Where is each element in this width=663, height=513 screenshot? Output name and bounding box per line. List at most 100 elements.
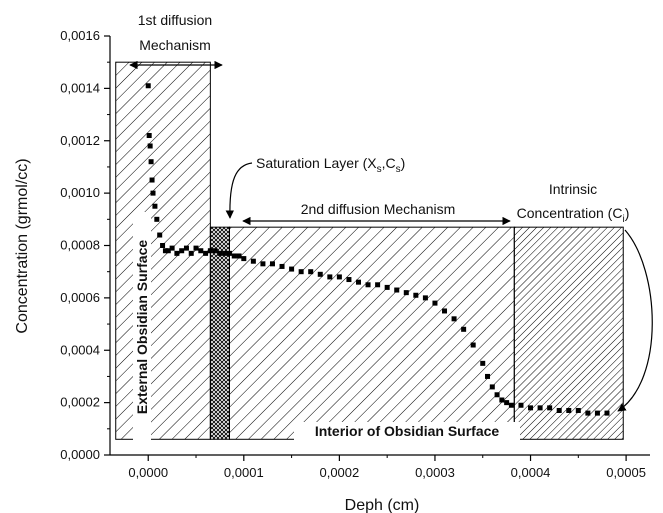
data-point	[451, 316, 457, 322]
x-tick-label: 0,0005	[606, 465, 646, 480]
saturation-layer-arrow	[225, 162, 253, 219]
data-point	[174, 250, 180, 256]
data-point	[528, 405, 534, 411]
intrinsic-label-line2: Concentration (Ci)	[517, 205, 630, 225]
data-point	[375, 282, 381, 288]
data-point	[188, 250, 194, 256]
data-point	[365, 282, 371, 288]
data-point	[154, 216, 160, 222]
y-tick-label: 0,0012	[60, 133, 100, 148]
data-point	[145, 83, 151, 89]
data-point	[470, 342, 476, 348]
data-point	[537, 405, 543, 411]
data-point	[518, 402, 524, 408]
x-tick-label: 0,0004	[511, 465, 551, 480]
first-diffusion-label-line1: 1st diffusion	[138, 12, 212, 28]
intrinsic-label-line1: Intrinsic	[549, 181, 597, 197]
x-tick-label: 0,0000	[128, 465, 168, 480]
data-point	[212, 248, 218, 254]
data-point	[169, 245, 175, 251]
data-point	[384, 284, 390, 290]
x-tick-label: 0,0001	[224, 465, 264, 480]
external-surface-label-bg	[133, 212, 151, 442]
regions	[115, 61, 624, 440]
region-intrinsic	[513, 226, 624, 440]
first-diffusion-label-line2: Mechanism	[139, 37, 211, 53]
data-point	[556, 407, 562, 413]
y-tick-label: 0,0006	[60, 290, 100, 305]
region-saturation-layer	[209, 226, 230, 440]
data-point	[269, 261, 275, 267]
data-point	[260, 261, 266, 267]
y-ticks: 0,0000 0,0002 0,0004 0,0006 0,0008 0,0010 0,00…	[60, 28, 110, 462]
data-point	[442, 308, 448, 314]
y-tick-label: 0,0004	[60, 342, 100, 357]
x-axis-title: Deph (cm)	[345, 497, 420, 513]
data-point	[179, 248, 185, 254]
interior-surface-label-bg	[294, 422, 520, 440]
data-point	[217, 250, 223, 256]
data-point	[149, 177, 155, 183]
data-point	[162, 248, 168, 254]
data-point	[157, 232, 163, 238]
data-point	[198, 248, 204, 254]
x-ticks: 0,0000 0,0001 0,0002 0,0003 0,0004 0,0005	[128, 455, 646, 480]
data-point	[336, 274, 342, 280]
data-point	[355, 279, 361, 285]
data-point	[150, 190, 156, 196]
saturation-layer-label: Saturation Layer (Xs,Cs)	[256, 155, 405, 175]
data-point	[489, 384, 495, 390]
x-tick-label: 0,0003	[415, 465, 455, 480]
data-point	[566, 407, 572, 413]
data-point	[494, 392, 500, 398]
y-tick-label: 0,0014	[60, 80, 100, 95]
data-point	[183, 245, 189, 251]
data-point	[504, 400, 510, 406]
data-point	[499, 397, 505, 403]
data-point	[236, 253, 242, 259]
data-point	[193, 245, 199, 251]
annotations: 1st diffusion Mechanism Saturation Layer…	[129, 12, 653, 442]
y-tick-label: 0,0010	[60, 185, 100, 200]
data-point	[148, 159, 154, 165]
data-point	[298, 269, 304, 275]
data-point	[241, 256, 247, 262]
data-point	[547, 405, 553, 411]
data-point	[485, 373, 491, 379]
data-point	[152, 203, 158, 209]
data-point	[604, 410, 610, 416]
data-point	[250, 258, 256, 264]
y-tick-label: 0,0016	[60, 28, 100, 43]
data-point	[585, 410, 591, 416]
data-point	[461, 326, 467, 332]
x-tick-label: 0,0002	[319, 465, 359, 480]
data-point	[279, 263, 285, 269]
data-point	[394, 287, 400, 293]
data-point	[165, 248, 171, 254]
y-tick-label: 0,0002	[60, 395, 100, 410]
data-point	[327, 274, 333, 280]
data-point	[203, 250, 209, 256]
data-point	[432, 300, 438, 306]
data-point	[160, 243, 166, 248]
data-point	[146, 133, 152, 139]
data-point	[594, 410, 600, 416]
data-point	[147, 143, 153, 149]
second-diffusion-label: 2nd diffusion Mechanism	[301, 201, 456, 217]
data-point	[480, 360, 486, 366]
data-point	[317, 271, 323, 277]
data-point	[222, 250, 228, 256]
data-point	[207, 248, 213, 254]
data-point	[231, 253, 237, 259]
y-tick-label: 0,0008	[60, 238, 100, 253]
data-point	[289, 266, 295, 272]
data-point	[403, 290, 409, 296]
data-point	[226, 250, 232, 256]
data-points	[145, 83, 610, 416]
data-point	[422, 295, 428, 301]
data-point	[575, 407, 581, 413]
y-axis-title: Concentration (grmol/cc)	[14, 158, 31, 333]
intrinsic-arrow	[617, 229, 653, 412]
external-surface-label: External Obsidian Surface	[134, 240, 150, 414]
